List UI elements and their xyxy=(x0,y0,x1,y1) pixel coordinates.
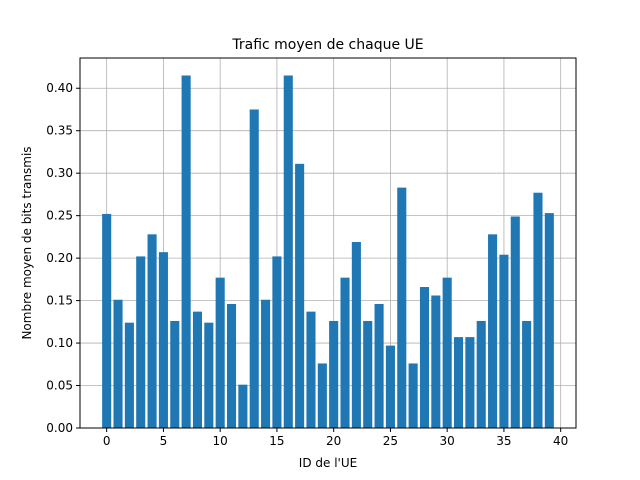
bar xyxy=(329,320,339,428)
bar xyxy=(408,363,418,428)
y-tick-label: 0.35 xyxy=(46,124,73,138)
bar xyxy=(522,320,532,428)
bar xyxy=(181,75,191,428)
bar xyxy=(544,213,554,428)
bar xyxy=(124,322,134,428)
bar xyxy=(147,234,157,428)
bar xyxy=(113,299,123,428)
bar xyxy=(340,277,350,428)
bar xyxy=(215,277,225,428)
y-axis-label: Nombre moyen de bits transmis xyxy=(20,146,34,339)
ticks: 0 5 10 15 20 25 30 35 40 0.00 0.05 0.10 0.15 0.20 0.25… xyxy=(46,81,568,448)
y-tick-label: 0.05 xyxy=(46,379,73,393)
x-tick-label: 35 xyxy=(496,434,511,448)
x-tick-label: 40 xyxy=(553,434,568,448)
bar xyxy=(453,337,464,428)
y-tick-label: 0.20 xyxy=(46,251,73,265)
bar xyxy=(272,256,282,428)
bar xyxy=(351,241,361,428)
bar xyxy=(317,363,327,428)
x-tick-label: 15 xyxy=(269,434,284,448)
bar xyxy=(385,345,395,428)
bar xyxy=(510,216,520,428)
bar xyxy=(533,192,543,428)
bar xyxy=(102,213,112,428)
bar xyxy=(192,311,203,428)
bar xyxy=(499,254,509,428)
bar xyxy=(431,295,441,428)
bar xyxy=(283,75,293,428)
y-tick-label: 0.00 xyxy=(46,421,73,435)
x-tick-label: 5 xyxy=(160,434,168,448)
bar xyxy=(488,234,498,428)
x-axis-label: ID de l'UE xyxy=(299,456,357,470)
bar xyxy=(397,187,407,428)
bar xyxy=(476,320,486,428)
bars xyxy=(102,75,554,429)
bar xyxy=(306,311,316,428)
bar xyxy=(170,320,180,428)
chart-title: Trafic moyen de chaque UE xyxy=(231,37,423,53)
y-tick-label: 0.25 xyxy=(46,209,73,223)
y-tick-label: 0.40 xyxy=(46,81,73,95)
bar xyxy=(158,252,168,428)
bar xyxy=(249,109,259,429)
bar xyxy=(295,163,305,428)
y-tick-label: 0.15 xyxy=(46,294,73,308)
bar xyxy=(363,320,373,428)
bar xyxy=(419,286,430,428)
bar xyxy=(261,299,271,428)
y-tick-label: 0.10 xyxy=(46,336,73,350)
bar xyxy=(238,384,248,428)
x-tick-label: 25 xyxy=(383,434,398,448)
plot-frame xyxy=(79,57,577,429)
bar xyxy=(465,337,475,428)
bar xyxy=(374,303,384,428)
x-tick-label: 10 xyxy=(213,434,228,448)
x-tick-label: 20 xyxy=(326,434,341,448)
bar xyxy=(442,277,452,428)
y-tick-label: 0.30 xyxy=(46,166,73,180)
bar xyxy=(204,322,214,428)
bar xyxy=(136,256,146,428)
x-tick-label: 30 xyxy=(440,434,455,448)
x-tick-label: 0 xyxy=(103,434,111,448)
bar xyxy=(226,303,237,428)
